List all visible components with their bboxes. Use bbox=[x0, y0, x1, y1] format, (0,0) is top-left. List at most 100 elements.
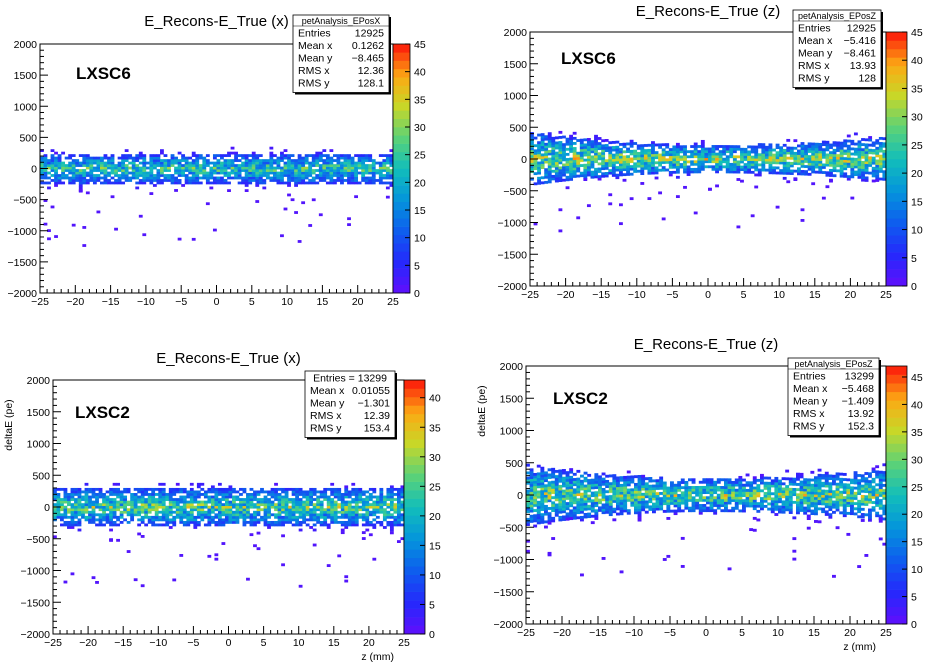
heatmap-bin bbox=[202, 172, 206, 175]
heatmap-bin bbox=[71, 516, 75, 519]
heatmap-bin bbox=[255, 164, 259, 167]
heatmap-bin bbox=[648, 505, 652, 508]
heatmap-bin bbox=[747, 168, 751, 171]
heatmap-bin bbox=[393, 508, 397, 511]
heatmap-bin bbox=[634, 486, 638, 489]
heatmap-bin bbox=[164, 169, 168, 172]
heatmap-bin bbox=[44, 162, 48, 165]
heatmap-bin bbox=[868, 172, 872, 175]
heatmap-bin bbox=[608, 146, 612, 149]
heatmap-bin bbox=[214, 516, 218, 519]
heatmap-bin bbox=[224, 162, 228, 165]
heatmap-bin bbox=[548, 163, 552, 166]
heatmap-bin bbox=[742, 479, 746, 482]
heatmap-bin bbox=[169, 503, 173, 506]
heatmap-bin bbox=[382, 182, 386, 185]
heatmap-bin bbox=[591, 150, 595, 153]
heatmap-bin bbox=[354, 164, 358, 167]
heatmap-bin bbox=[253, 503, 257, 506]
heatmap-bin bbox=[620, 497, 624, 500]
heatmap-bin bbox=[815, 158, 819, 161]
heatmap-bin bbox=[355, 508, 359, 511]
heatmap-bin bbox=[120, 521, 124, 524]
heatmap-bin bbox=[615, 176, 619, 179]
heatmap-bin bbox=[573, 491, 577, 494]
heatmap-bin bbox=[355, 516, 359, 519]
heatmap-bin bbox=[697, 165, 701, 168]
colorbar-tick-label: 25 bbox=[911, 140, 923, 152]
heatmap-bin bbox=[587, 163, 591, 166]
heatmap-bin bbox=[591, 510, 595, 513]
heatmap-bin bbox=[659, 505, 663, 508]
heatmap-bin bbox=[358, 172, 362, 175]
heatmap-bin bbox=[562, 169, 566, 172]
heatmap-bin bbox=[298, 177, 302, 180]
heatmap-bin bbox=[224, 169, 228, 172]
heatmap-bin bbox=[241, 167, 245, 170]
heatmap-bin bbox=[137, 501, 141, 504]
heatmap-bin bbox=[397, 511, 401, 514]
heatmap-bin bbox=[243, 516, 247, 519]
heatmap-bin bbox=[540, 487, 544, 490]
heatmap-bin bbox=[548, 499, 552, 502]
heatmap-bin bbox=[51, 149, 55, 152]
heatmap-bin bbox=[218, 516, 222, 519]
heatmap-bin bbox=[361, 164, 365, 167]
heatmap-outlier bbox=[137, 533, 141, 536]
heatmap-outlier bbox=[149, 192, 153, 195]
heatmap-bin bbox=[262, 164, 266, 167]
heatmap-bin bbox=[790, 172, 794, 175]
heatmap-bin bbox=[566, 140, 570, 143]
heatmap-bin bbox=[767, 508, 771, 511]
heatmap-bin bbox=[569, 468, 573, 471]
heatmap-bin bbox=[555, 503, 559, 506]
heatmap-bin bbox=[865, 179, 869, 182]
heatmap-bin bbox=[558, 141, 562, 144]
colorbar-tick-label: 15 bbox=[911, 196, 923, 208]
heatmap-bin bbox=[312, 154, 316, 157]
heatmap-bin bbox=[397, 506, 401, 509]
heatmap-bin bbox=[818, 168, 822, 171]
heatmap-bin bbox=[573, 157, 577, 160]
heatmap-bin bbox=[811, 158, 815, 161]
heatmap-bin bbox=[558, 151, 562, 154]
heatmap-bin bbox=[341, 516, 345, 519]
heatmap-bin bbox=[719, 155, 723, 158]
heatmap-bin bbox=[548, 180, 552, 183]
heatmap-bin bbox=[320, 493, 324, 496]
heatmap-bin bbox=[361, 177, 365, 180]
heatmap-bin bbox=[666, 494, 670, 497]
heatmap-bin bbox=[82, 172, 86, 175]
heatmap-bin bbox=[677, 494, 681, 497]
heatmap-bin bbox=[722, 150, 726, 153]
heatmap-bin bbox=[291, 154, 295, 157]
heatmap-bin bbox=[250, 518, 254, 521]
heatmap-bin bbox=[612, 490, 616, 493]
heatmap-bin bbox=[815, 153, 819, 156]
heatmap-bin bbox=[541, 143, 545, 146]
stats-row-label: Entries bbox=[298, 28, 331, 40]
heatmap-bin bbox=[749, 492, 753, 495]
heatmap-bin bbox=[355, 501, 359, 504]
heatmap-bin bbox=[372, 172, 376, 175]
heatmap-bin bbox=[134, 503, 138, 506]
heatmap-bin bbox=[185, 167, 189, 170]
heatmap-outlier bbox=[287, 194, 291, 197]
heatmap-bin bbox=[580, 480, 584, 483]
heatmap-bin bbox=[609, 487, 613, 490]
heatmap-bin bbox=[132, 172, 136, 175]
heatmap-bin bbox=[220, 179, 224, 182]
heatmap-bin bbox=[736, 171, 740, 174]
heatmap-bin bbox=[645, 506, 649, 509]
heatmap-bin bbox=[706, 491, 710, 494]
heatmap-bin bbox=[724, 483, 728, 486]
heatmap-bin bbox=[309, 516, 313, 519]
heatmap-bin bbox=[620, 487, 624, 490]
heatmap-bin bbox=[153, 184, 157, 187]
heatmap-bin bbox=[102, 498, 106, 501]
heatmap-bin bbox=[397, 513, 401, 516]
heatmap-bin bbox=[569, 173, 573, 176]
heatmap-bin bbox=[640, 165, 644, 168]
heatmap-bin bbox=[72, 154, 76, 157]
